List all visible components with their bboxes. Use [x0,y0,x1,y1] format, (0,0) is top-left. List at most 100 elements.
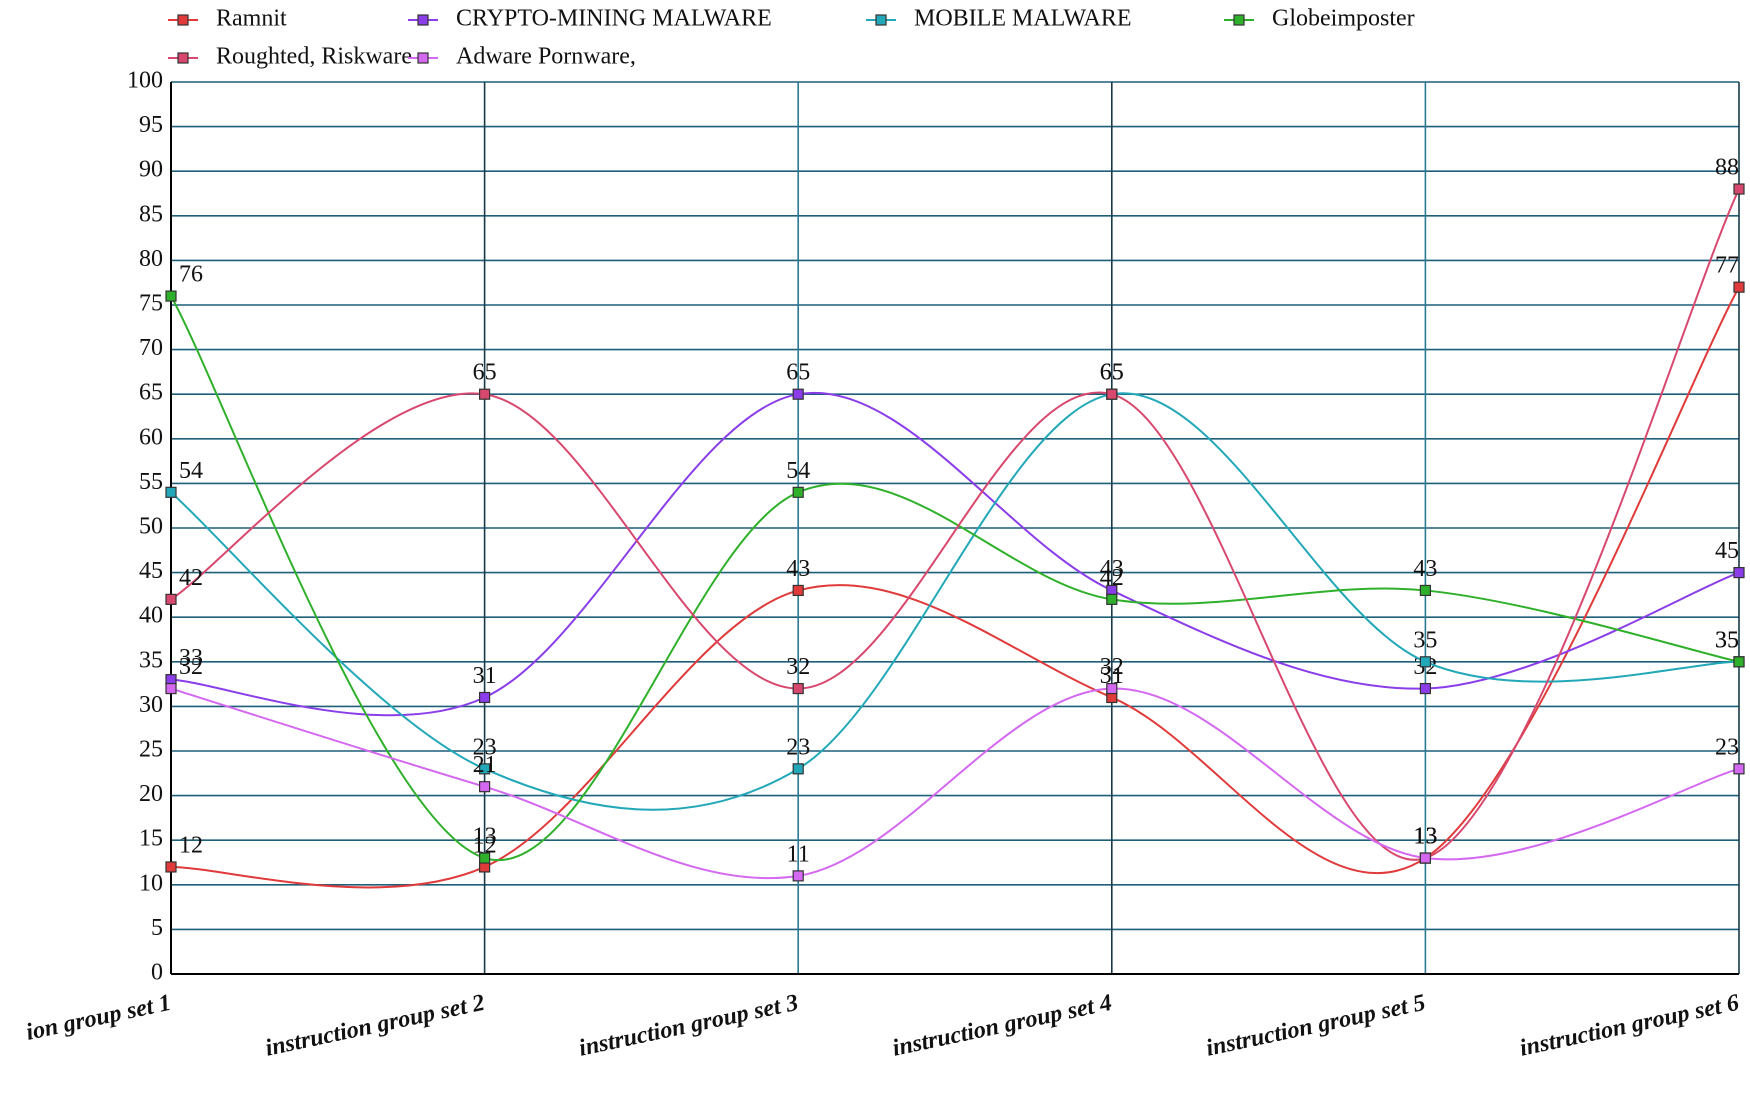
point-marker [165,593,177,605]
y-tick-label: 80 [139,246,163,272]
data-label: 32 [179,654,203,680]
legend-marker [177,14,189,26]
point-marker [165,290,177,302]
series-line [170,687,1740,880]
legend-marker [177,52,189,64]
data-label: 35 [1413,627,1437,653]
point-marker [1106,593,1118,605]
data-label: 35 [1715,627,1739,653]
y-tick-label: 25 [139,737,163,763]
data-label: 42 [179,565,203,591]
y-tick-label: 40 [139,603,163,629]
y-tick-label: 100 [127,68,163,94]
data-label: 88 [1715,155,1739,181]
point-marker [479,781,491,793]
y-tick-label: 20 [139,781,163,807]
data-label: 23 [473,734,497,760]
data-label: 65 [1100,360,1124,386]
y-tick-label: 75 [139,291,163,317]
point-marker [479,691,491,704]
data-label: 54 [179,458,203,484]
point-marker [165,486,177,498]
point-marker [1106,682,1118,695]
legend-marker [417,14,429,26]
data-label: 77 [1715,253,1739,279]
point-marker [1733,763,1745,775]
data-label: 12 [179,832,203,858]
y-tick-label: 95 [139,112,163,138]
point-marker [1733,656,1745,668]
x-tick-label: instruction group set 5 [1204,990,1428,1062]
legend-label: Roughted, Riskware [216,44,412,70]
data-label: 13 [1413,824,1437,850]
point-marker [1419,584,1432,597]
y-tick-label: 0 [151,960,163,986]
data-label: 31 [473,663,497,689]
point-marker [1106,388,1118,400]
point-marker [479,388,491,400]
y-tick-label: 35 [139,647,163,673]
data-label: 32 [786,654,810,680]
data-label: 13 [1413,824,1437,850]
y-tick-label: 85 [139,201,163,227]
y-tick-label: 15 [139,826,163,852]
y-tick-label: 30 [139,692,163,718]
point-marker [1419,656,1432,668]
y-tick-label: 5 [151,915,163,941]
series-line [170,392,1740,811]
data-label: 45 [1715,538,1739,564]
point-marker [792,763,804,775]
legend-marker [875,14,887,26]
legend-label: Adware Pornware, [456,44,636,70]
legend-label: CRYPTO-MINING MALWARE [456,6,772,32]
point-marker [792,870,804,882]
data-label: 65 [786,360,810,386]
point-marker [1419,852,1432,864]
y-tick-label: 55 [139,469,163,495]
data-label: 13 [473,824,497,850]
y-tick-label: 90 [139,157,163,183]
data-label: 11 [787,841,810,867]
y-tick-label: 65 [139,380,163,406]
data-label: 42 [1100,565,1124,591]
point-marker [792,584,804,597]
y-tick-label: 45 [139,558,163,584]
x-tick-label: instruction group set 4 [890,990,1114,1062]
data-label: 33 [179,645,203,671]
data-label: 35 [1715,627,1739,653]
x-tick-label: instruction group set 3 [577,990,801,1062]
series-line [170,295,1740,862]
data-label: 21 [473,752,497,778]
x-tick-label: instruction group set 2 [263,990,487,1062]
legend-label: Globeimposter [1272,6,1415,32]
data-label: 43 [1413,556,1437,582]
point-marker [792,486,804,498]
y-tick-label: 70 [139,335,163,361]
data-label: 43 [786,556,810,582]
data-label: 54 [786,458,810,484]
point-marker [479,763,491,775]
data-label: 32 [1100,654,1124,680]
legend-label: MOBILE MALWARE [914,6,1132,32]
point-marker [1733,281,1745,293]
data-label: 23 [786,734,810,760]
legend-marker [1233,14,1245,26]
series-line [170,286,1740,889]
legend-label: Ramnit [216,6,287,32]
data-label: 13 [1413,824,1437,850]
data-label: 23 [1715,734,1739,760]
x-tick-label: ion group set 1 [24,990,174,1046]
point-marker [479,852,491,864]
point-marker [1733,183,1745,195]
data-label: 43 [1100,556,1124,582]
point-marker [1419,682,1432,695]
y-tick-label: 50 [139,514,163,540]
y-tick-label: 60 [139,424,163,450]
data-label: 65 [1100,360,1124,386]
point-marker [792,682,804,695]
point-marker [165,861,177,873]
y-tick-label: 10 [139,870,163,896]
legend-marker [417,52,429,64]
data-label: 76 [179,262,203,288]
